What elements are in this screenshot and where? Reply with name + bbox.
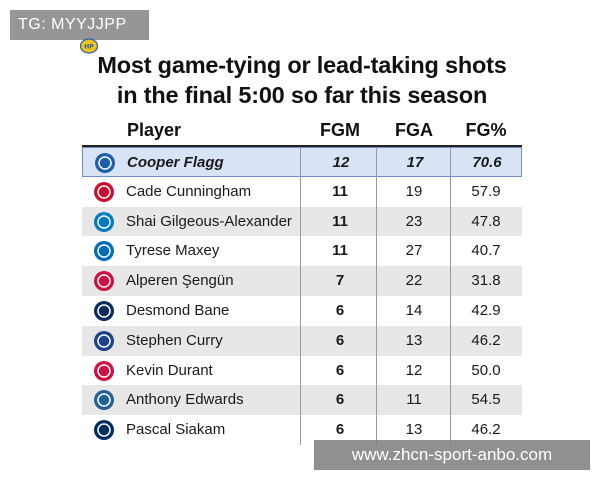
- player-name: Tyrese Maxey: [126, 242, 220, 260]
- header-fga: FGA: [395, 120, 433, 140]
- fgm-value: 12: [332, 154, 350, 171]
- svg-text:HP: HP: [84, 44, 94, 51]
- fg-percent-value: 40.7: [471, 242, 501, 260]
- fgm-value: 7: [335, 272, 345, 290]
- mavericks-team-logo-icon: [95, 153, 115, 173]
- column-divider: [300, 147, 301, 445]
- fgm-value: 6: [335, 391, 345, 409]
- pacers-team-logo-icon: [94, 420, 114, 441]
- fga-value: 11: [406, 391, 422, 409]
- fga-value: 13: [405, 331, 423, 349]
- fgm-value: 6: [335, 361, 345, 379]
- magic-team-logo-icon: [94, 300, 114, 321]
- rockets-team-logo-icon: [94, 360, 114, 381]
- thunder-team-logo-icon: [94, 211, 114, 232]
- fga-value: 13: [405, 421, 423, 439]
- fgm-value: 6: [335, 301, 345, 319]
- publisher-logo-icon: HP: [80, 38, 98, 54]
- fg-percent-value: 46.2: [471, 331, 501, 349]
- player-name: Desmond Bane: [126, 301, 230, 319]
- fg-percent-value: 57.9: [471, 182, 501, 200]
- player-name: Shai Gilgeous-Alexander: [126, 212, 292, 230]
- title-line-1: Most game-tying or lead-taking shots: [97, 52, 507, 78]
- rockets-team-logo-icon: [94, 271, 114, 292]
- table-row: Cooper Flagg 12 17 70.6: [82, 147, 522, 177]
- player-name: Alperen Şengün: [126, 272, 234, 290]
- watermark-bottom: www.zhcn-sport-anbo.com: [314, 440, 590, 470]
- table-row: Alperen Şengün 7 22 31.8: [82, 266, 522, 296]
- fga-value: 22: [405, 272, 423, 290]
- 76ers-team-logo-icon: [94, 241, 114, 262]
- player-name: Cooper Flagg: [127, 154, 224, 171]
- fgm-value: 6: [335, 331, 345, 349]
- table-row: Pascal Siakam 6 13 46.2: [82, 415, 522, 445]
- page-title: Most game-tying or lead-taking shots in …: [82, 50, 522, 110]
- player-name: Stephen Curry: [126, 331, 223, 349]
- fg-percent-value: 54.5: [471, 391, 501, 409]
- fg-percent-value: 31.8: [471, 272, 501, 290]
- table-row: Cade Cunningham 11 19 57.9: [82, 177, 522, 207]
- fg-percent-value: 46.2: [471, 421, 501, 439]
- fgm-value: 6: [335, 421, 345, 439]
- table-row: Desmond Bane 6 14 42.9: [82, 296, 522, 326]
- fga-value: 27: [405, 242, 423, 260]
- fga-value: 14: [405, 301, 423, 319]
- pistons-team-logo-icon: [94, 181, 114, 202]
- table-header: Player FGM FGA FG%: [82, 115, 522, 147]
- fg-percent-value: 50.0: [471, 361, 501, 379]
- player-name: Pascal Siakam: [126, 421, 226, 439]
- table-row: Kevin Durant 6 12 50.0: [82, 356, 522, 386]
- fga-value: 19: [405, 182, 423, 200]
- stats-table: Player FGM FGA FG% Cooper Flagg 12 17 70.6 C…: [82, 115, 522, 445]
- title-line-2: in the final 5:00 so far this season: [116, 82, 488, 108]
- fgm-value: 11: [332, 242, 348, 260]
- fga-value: 12: [405, 361, 423, 379]
- table-body: Cooper Flagg 12 17 70.6 Cade Cunningham 11 19 5…: [82, 147, 522, 445]
- fga-value: 17: [406, 154, 424, 171]
- fg-percent-value: 42.9: [471, 301, 501, 319]
- fg-percent-value: 47.8: [471, 212, 501, 230]
- watermark-top: TG: MYYJJPP: [10, 10, 149, 40]
- header-player: Player: [127, 120, 182, 140]
- table-row: Tyrese Maxey 11 27 40.7: [82, 236, 522, 266]
- timberwolves-team-logo-icon: [94, 390, 114, 411]
- warriors-team-logo-icon: [94, 330, 114, 351]
- player-name: Kevin Durant: [126, 361, 213, 379]
- player-name: Cade Cunningham: [126, 182, 252, 200]
- table-row: Shai Gilgeous-Alexander 11 23 47.8: [82, 206, 522, 237]
- table-row: Anthony Edwards 6 11 54.5: [82, 385, 522, 416]
- header-fgp: FG%: [465, 120, 507, 140]
- fg-percent-value: 70.6: [472, 154, 502, 171]
- fgm-value: 11: [332, 212, 348, 230]
- column-divider: [376, 147, 377, 445]
- table-row: Stephen Curry 6 13 46.2: [82, 325, 522, 356]
- player-name: Anthony Edwards: [126, 391, 244, 409]
- header-fgm: FGM: [320, 120, 360, 140]
- fga-value: 23: [405, 212, 423, 230]
- column-divider: [450, 147, 451, 445]
- fgm-value: 11: [332, 182, 348, 200]
